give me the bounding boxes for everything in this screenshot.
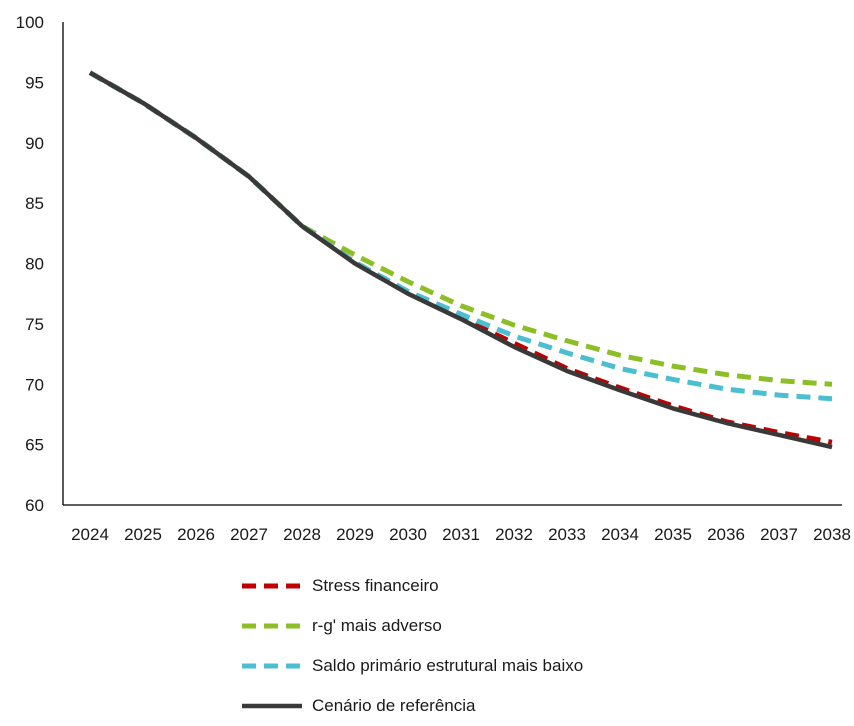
y-tick-label: 75: [25, 315, 44, 334]
series-line-3: [88, 70, 833, 402]
legend-swatch: [242, 583, 302, 589]
legend-swatch: [242, 623, 302, 629]
x-tick-label: 2032: [495, 525, 533, 544]
legend-swatch: [242, 703, 302, 709]
x-tick-label: 2035: [654, 525, 692, 544]
legend-item: Saldo primário estrutural mais baixo: [240, 646, 583, 686]
x-tick-label: 2033: [548, 525, 586, 544]
legend-label: Stress financeiro: [312, 576, 439, 595]
x-tick-label: 2037: [760, 525, 798, 544]
x-tick-label: 2031: [442, 525, 480, 544]
x-tick-label: 2036: [707, 525, 745, 544]
legend-label: r-g' mais adverso: [312, 616, 442, 635]
line-chart: 60 65 70 75 80 85 90 95 100 2024 2025 2026 2027 2028…: [16, 13, 851, 544]
series-lines: [88, 70, 833, 450]
y-tick-label: 65: [25, 436, 44, 455]
x-tick-label: 2028: [283, 525, 321, 544]
legend-item: r-g' mais adverso: [240, 606, 583, 646]
series-line-2: [88, 70, 833, 387]
x-tick-label: 2030: [389, 525, 427, 544]
y-tick-label: 95: [25, 73, 44, 92]
x-tick-label: 2026: [177, 525, 215, 544]
x-axis-ticks: 2024 2025 2026 2027 2028 2029 2030 2031 2032 2033…: [71, 525, 851, 544]
x-tick-label: 2027: [230, 525, 268, 544]
y-tick-label: 90: [25, 134, 44, 153]
x-tick-label: 2034: [601, 525, 639, 544]
y-tick-label: 85: [25, 194, 44, 213]
legend-label: Cenário de referência: [312, 696, 476, 715]
y-tick-label: 80: [25, 255, 44, 274]
x-tick-label: 2024: [71, 525, 109, 544]
legend: Stress financeiro r-g' mais adverso Saldo …: [240, 566, 583, 726]
y-tick-label: 70: [25, 375, 44, 394]
legend-item: Cenário de referência: [240, 686, 583, 726]
y-tick-label: 100: [16, 13, 44, 32]
legend-swatch: [242, 663, 302, 669]
legend-item: Stress financeiro: [240, 566, 583, 606]
x-tick-label: 2025: [124, 525, 162, 544]
series-line-4: [88, 70, 833, 450]
y-axis-ticks: 60 65 70 75 80 85 90 95 100: [16, 13, 44, 515]
x-tick-label: 2038: [813, 525, 851, 544]
y-tick-label: 60: [25, 496, 44, 515]
legend-label: Saldo primário estrutural mais baixo: [312, 656, 584, 675]
x-tick-label: 2029: [336, 525, 374, 544]
